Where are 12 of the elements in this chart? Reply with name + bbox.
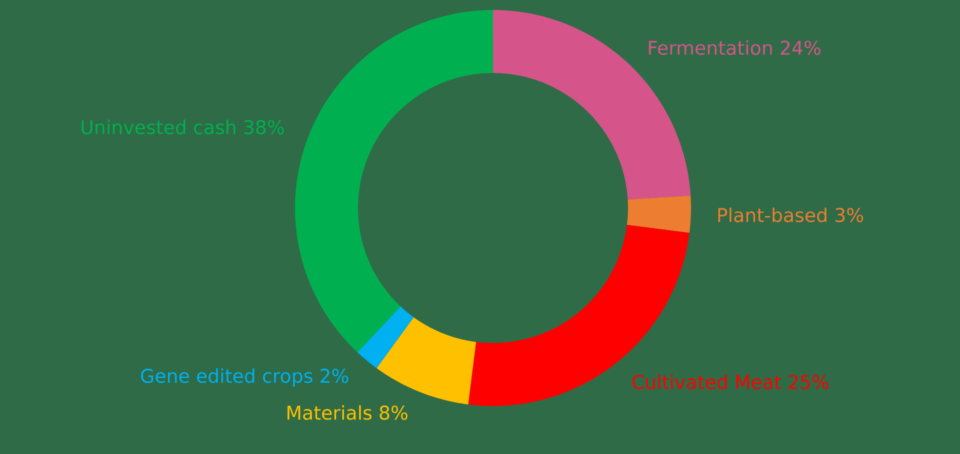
data-label: 3%	[836, 208, 864, 222]
data-label: 38%	[244, 120, 284, 134]
data-label: 24%	[780, 40, 820, 55]
slice-label: Plant-based	[718, 208, 826, 222]
slice-label: Gene edited crops	[141, 368, 312, 387]
data-label: 2%	[320, 368, 348, 383]
slice-label: Uninvested cash	[82, 120, 236, 134]
slice-label: Cultivated Meat	[632, 374, 781, 390]
data-label: 25%	[788, 374, 828, 390]
data-label: 8%	[380, 406, 408, 420]
slice-label: Materials	[288, 405, 372, 420]
slice-label: Fermentation	[648, 40, 772, 55]
